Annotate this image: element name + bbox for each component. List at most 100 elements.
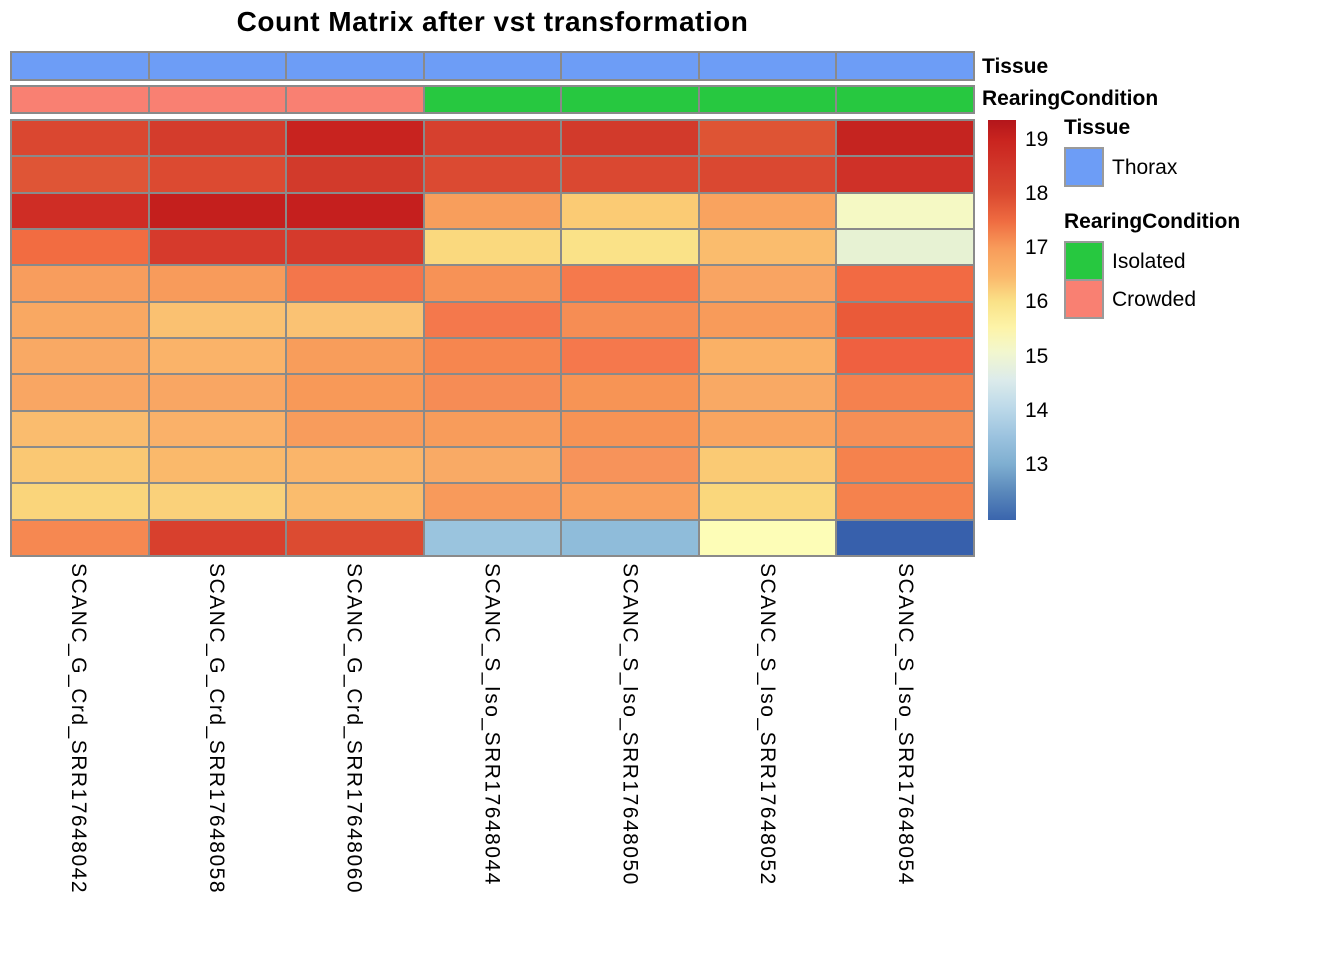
tissue-annotation-cell (12, 53, 148, 79)
heatmap-cell (837, 229, 973, 265)
heatmap-cell (837, 484, 973, 519)
heatmap-cell (424, 375, 561, 410)
color-scale-tick-15: 15 (1025, 344, 1049, 368)
heatmap-cell (287, 266, 423, 301)
tissue-annotation-cell (699, 53, 836, 79)
heatmap-cell (699, 375, 836, 410)
heatmap-cell (424, 121, 561, 156)
heatmap-cell (149, 229, 286, 265)
isolated-color-swatch (1064, 241, 1104, 281)
heatmap-cell (287, 229, 423, 265)
heatmap-cell (699, 520, 836, 555)
heatmap-cell (149, 411, 286, 446)
column-label-5: SCANC_S_Iso_SRR17648050 (618, 563, 642, 886)
heatmap-cell (287, 411, 423, 446)
rearing-annotation-cell (562, 87, 698, 112)
heatmap-cell (12, 338, 148, 374)
heatmap-cell (149, 484, 286, 519)
heatmap-cell (424, 193, 561, 228)
heatmap-cell (699, 447, 836, 483)
heatmap-cell (699, 229, 836, 265)
heatmap-cell (699, 302, 836, 337)
heatmap-cell (149, 302, 286, 337)
heatmap-cell (287, 520, 423, 555)
heatmap-cell (562, 484, 698, 519)
tissue-row-label: Tissue (982, 55, 1049, 78)
page-title: Count Matrix after vst transformation (236, 6, 749, 37)
crowded-color-swatch (1064, 279, 1104, 319)
heatmap-cell (12, 484, 148, 519)
column-label-2: SCANC_G_Crd_SRR17648058 (204, 563, 228, 894)
heatmap-cell (562, 375, 698, 410)
column-label-1: SCANC_G_Crd_SRR17648042 (66, 563, 90, 894)
rearing-annotation-cell (837, 87, 973, 112)
color-scale-tick-17: 17 (1025, 236, 1049, 260)
legend-crowded-label: Crowded (1112, 288, 1197, 311)
heatmap-cell (287, 484, 423, 519)
heatmap-cell (424, 338, 561, 374)
heatmap-cell (699, 411, 836, 446)
color-scale-tick-16: 16 (1025, 290, 1049, 314)
heatmap-cell (699, 121, 836, 156)
rearing-annotation-cell (699, 87, 836, 112)
tissue-annotation-cell (837, 53, 973, 79)
rearing-annotation-cell (12, 87, 148, 112)
heatmap-cell (837, 193, 973, 228)
color-scale-bar (988, 120, 1016, 520)
legend-tissue-header: Tissue (1064, 116, 1131, 139)
heatmap-cell (562, 121, 698, 156)
heatmap-cell (562, 338, 698, 374)
tissue-annotation-row (10, 51, 975, 81)
thorax-color-swatch (1064, 147, 1104, 187)
heatmap-cell (562, 157, 698, 192)
heatmap-cell (562, 229, 698, 265)
heatmap-cell (12, 411, 148, 446)
heatmap-body (10, 119, 975, 557)
heatmap-cell (12, 302, 148, 337)
heatmap-cell (699, 266, 836, 301)
tissue-annotation-cell (287, 53, 423, 79)
heatmap-cell (287, 375, 423, 410)
heatmap-cell (837, 157, 973, 192)
heatmap-cell (699, 338, 836, 374)
heatmap-cell (424, 157, 561, 192)
heatmap-cell (837, 411, 973, 446)
heatmap-cell (287, 302, 423, 337)
heatmap-cell (149, 447, 286, 483)
legend-rearing-condition-header: RearingCondition (1064, 210, 1241, 233)
heatmap-cell (837, 266, 973, 301)
tissue-annotation-cell (424, 53, 561, 79)
color-scale-tick-18: 18 (1025, 181, 1049, 205)
heatmap-cell (562, 411, 698, 446)
heatmap-cell (562, 447, 698, 483)
rearing-annotation-cell (149, 87, 286, 112)
legend-isolated-label: Isolated (1112, 250, 1186, 273)
heatmap-cell (837, 375, 973, 410)
heatmap-cell (562, 520, 698, 555)
heatmap-cell (562, 193, 698, 228)
heatmap-cell (837, 302, 973, 337)
heatmap-cell (149, 375, 286, 410)
rearing-annotation-cell (287, 87, 423, 112)
rearing-condition-row-label: RearingCondition (982, 87, 1159, 110)
heatmap-cell (149, 157, 286, 192)
heatmap-cell (699, 484, 836, 519)
heatmap-cell (149, 520, 286, 555)
heatmap-cell (837, 121, 973, 156)
heatmap-cell (12, 193, 148, 228)
heatmap-cell (837, 520, 973, 555)
heatmap-cell (837, 338, 973, 374)
heatmap-cell (12, 447, 148, 483)
heatmap-cell (424, 302, 561, 337)
heatmap-cell (424, 229, 561, 265)
heatmap-cell (287, 447, 423, 483)
heatmap-cell (424, 447, 561, 483)
heatmap-cell (562, 302, 698, 337)
tissue-annotation-cell (562, 53, 698, 79)
heatmap-cell (12, 375, 148, 410)
heatmap-cell (12, 229, 148, 265)
column-label-4: SCANC_S_Iso_SRR17648044 (480, 563, 504, 886)
color-scale-tick-14: 14 (1025, 399, 1049, 422)
heatmap-cell (699, 157, 836, 192)
heatmap-cell (149, 338, 286, 374)
